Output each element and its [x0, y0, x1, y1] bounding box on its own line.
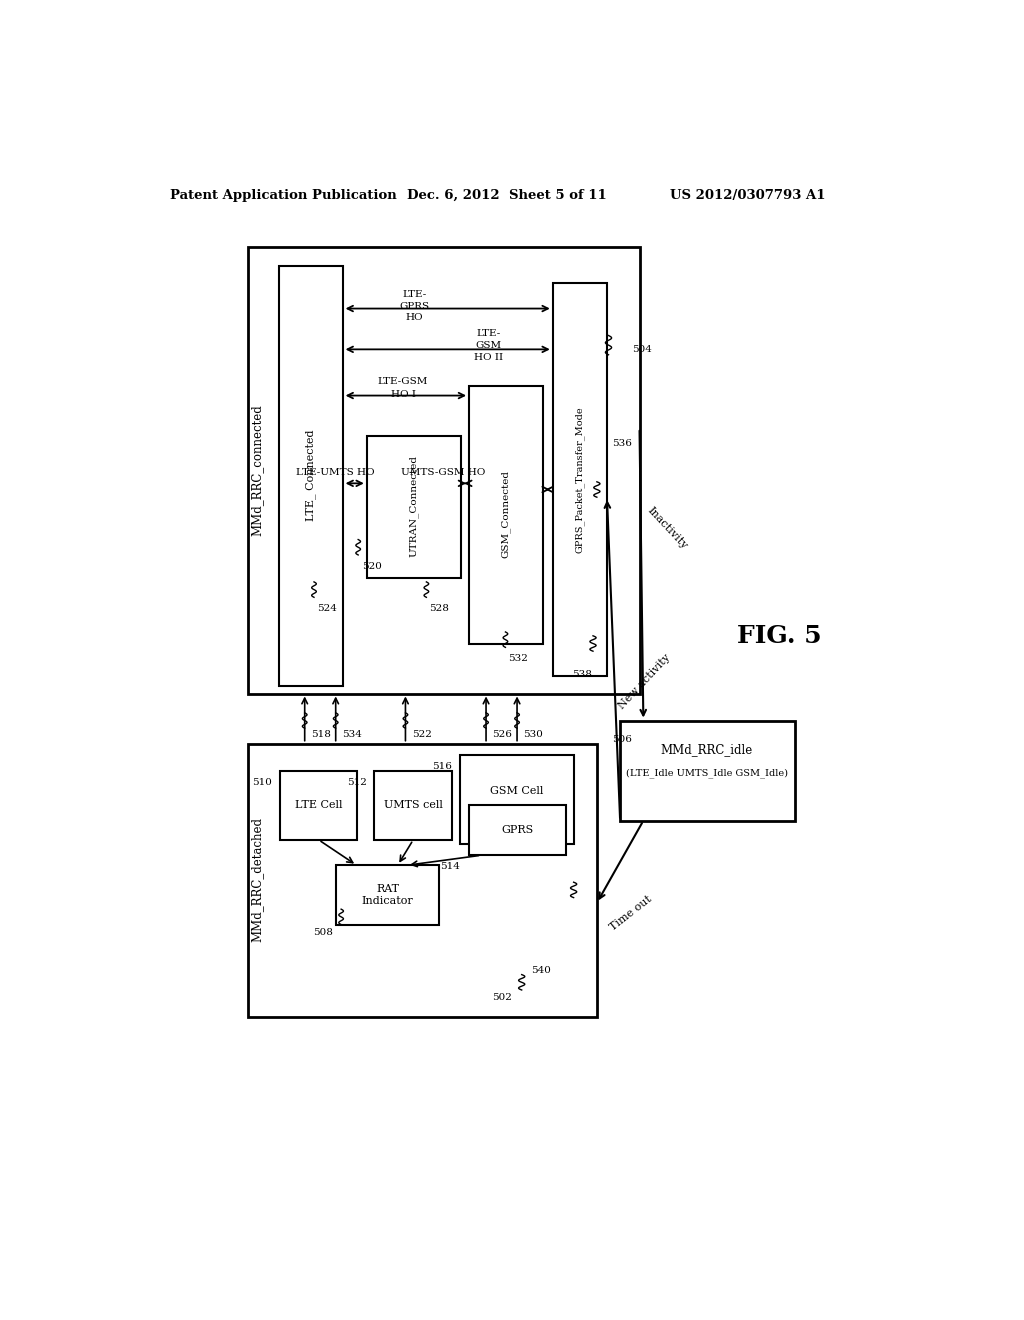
Text: MMd_RRC_idle: MMd_RRC_idle	[660, 743, 753, 756]
Bar	[469, 385, 543, 644]
Text: US 2012/0307793 A1: US 2012/0307793 A1	[671, 189, 825, 202]
Text: LTE-: LTE-	[402, 290, 427, 300]
Text: 506: 506	[612, 735, 632, 744]
Text: UTRAN_Connected: UTRAN_Connected	[410, 455, 419, 557]
Bar	[248, 247, 640, 693]
Text: GSM Cell: GSM Cell	[490, 787, 544, 796]
Text: GPRS_Packet_Transfer_Mode: GPRS_Packet_Transfer_Mode	[575, 407, 585, 553]
Text: HO I: HO I	[390, 389, 416, 399]
Bar	[280, 267, 343, 686]
Text: New activity: New activity	[616, 652, 672, 711]
Text: GPRS: GPRS	[502, 825, 534, 834]
Bar	[621, 721, 795, 821]
Text: 512: 512	[347, 777, 367, 787]
Bar	[375, 771, 452, 840]
Text: 522: 522	[412, 730, 431, 739]
Text: 534: 534	[342, 730, 361, 739]
Text: 526: 526	[493, 730, 512, 739]
Text: 532: 532	[509, 655, 528, 664]
Text: LTE-UMTS HO: LTE-UMTS HO	[296, 469, 375, 477]
Bar	[280, 771, 357, 840]
Bar	[248, 743, 597, 1016]
Text: 524: 524	[317, 605, 337, 614]
Text: 504: 504	[632, 345, 651, 354]
Text: FIG. 5: FIG. 5	[736, 624, 821, 648]
Text: 516: 516	[432, 762, 452, 771]
Text: 538: 538	[571, 669, 592, 678]
Text: 530: 530	[523, 730, 543, 739]
Text: LTE-: LTE-	[476, 330, 501, 338]
Bar	[336, 866, 438, 925]
Text: 528: 528	[429, 605, 450, 614]
Text: MMd_RRC_connected: MMd_RRC_connected	[251, 404, 264, 536]
Text: Inactivity: Inactivity	[645, 506, 689, 550]
Text: Dec. 6, 2012: Dec. 6, 2012	[408, 189, 500, 202]
Text: MMd_RRC_detached: MMd_RRC_detached	[251, 817, 264, 942]
Bar	[553, 284, 607, 676]
Text: 514: 514	[440, 862, 460, 871]
Bar	[367, 436, 461, 578]
Text: HO II: HO II	[474, 352, 503, 362]
Text: LTE-GSM: LTE-GSM	[378, 378, 428, 387]
Text: 510: 510	[252, 777, 272, 787]
Bar	[469, 805, 566, 855]
Text: RAT
Indicator: RAT Indicator	[361, 884, 414, 906]
Text: (LTE_Idle UMTS_Idle GSM_Idle): (LTE_Idle UMTS_Idle GSM_Idle)	[626, 768, 787, 777]
Text: GSM_Connected: GSM_Connected	[501, 470, 510, 558]
Text: GPRS: GPRS	[399, 302, 430, 310]
Text: LTE_ Connected: LTE_ Connected	[305, 430, 316, 521]
Text: Time out: Time out	[608, 894, 654, 932]
Text: UMTS-GSM HO: UMTS-GSM HO	[401, 469, 485, 477]
Bar	[460, 755, 574, 843]
Text: 502: 502	[492, 993, 512, 1002]
Text: Sheet 5 of 11: Sheet 5 of 11	[509, 189, 607, 202]
Text: 540: 540	[531, 966, 551, 975]
Text: Patent Application Publication: Patent Application Publication	[170, 189, 396, 202]
Text: 520: 520	[362, 562, 382, 572]
Text: 508: 508	[313, 928, 334, 937]
Text: 518: 518	[311, 730, 331, 739]
Text: 536: 536	[612, 438, 632, 447]
Text: LTE Cell: LTE Cell	[295, 800, 342, 810]
Text: HO: HO	[406, 313, 424, 322]
Text: GSM: GSM	[475, 341, 502, 350]
Text: UMTS cell: UMTS cell	[384, 800, 442, 810]
